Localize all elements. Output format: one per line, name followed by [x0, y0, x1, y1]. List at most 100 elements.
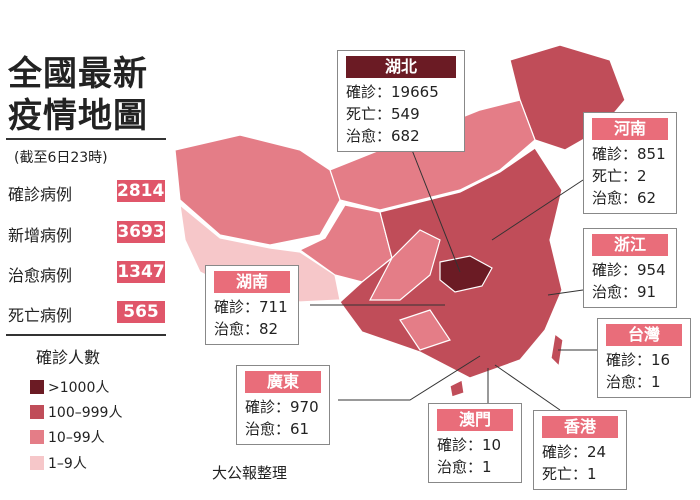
region-box: 廣東 確診：970 治愈：61 [236, 365, 330, 445]
leader-line [494, 364, 561, 411]
region-row: 治愈：61 [245, 418, 321, 440]
legend-label: 1–9人 [48, 456, 87, 472]
stat-label: 死亡病例 [8, 306, 73, 325]
row-label: 死亡： [592, 167, 638, 185]
row-value: 1 [482, 458, 492, 476]
stat-value: 28140 [117, 180, 177, 202]
region-name: 河南 [592, 118, 668, 140]
region-row: 確診：10 [437, 434, 513, 456]
row-value: 24 [587, 443, 607, 461]
row-value: 16 [651, 351, 671, 369]
stat-label: 治愈病例 [8, 266, 73, 285]
region-row: 治愈：1 [437, 456, 513, 478]
region-name: 湖南 [214, 271, 290, 293]
subtitle: (截至6日23時) [14, 150, 108, 166]
region-row: 治愈：91 [592, 281, 668, 303]
row-label: 確診： [542, 443, 588, 461]
leader-line [338, 355, 481, 401]
row-value: 1 [651, 373, 661, 391]
row-value: 682 [391, 127, 420, 145]
row-value: 711 [259, 298, 288, 316]
region-row: 確診：19665 [346, 81, 456, 103]
region-row: 治愈：62 [592, 187, 668, 209]
row-label: 治愈： [214, 320, 260, 338]
region-row: 死亡：2 [592, 165, 668, 187]
legend-label: >1000人 [48, 380, 110, 396]
row-label: 死亡： [346, 105, 392, 123]
legend-swatch [30, 405, 44, 419]
rule [6, 138, 166, 140]
row-label: 治愈： [592, 189, 638, 207]
row-label: 治愈： [606, 373, 652, 391]
region-row: 確診：954 [592, 259, 668, 281]
region-name: 台灣 [606, 324, 682, 346]
leader-line [411, 149, 461, 273]
region-name: 香港 [542, 416, 618, 438]
row-label: 治愈： [437, 458, 483, 476]
region-box: 台灣 確診：16 治愈：1 [597, 318, 691, 398]
legend-label: 10–99人 [48, 430, 105, 446]
row-label: 治愈： [245, 420, 291, 438]
title-line: 全國最新 [8, 54, 148, 94]
province [439, 255, 493, 293]
row-label: 死亡： [542, 465, 588, 483]
legend-label: 100–999人 [48, 405, 123, 421]
region-row: 死亡：549 [346, 103, 456, 125]
province [369, 229, 441, 301]
leader-lines [310, 149, 597, 411]
leader-line [547, 289, 584, 296]
province [174, 134, 341, 246]
row-value: 62 [637, 189, 657, 207]
stat-value: 3693 [117, 221, 165, 243]
region-name: 湖北 [346, 56, 456, 78]
row-value: 851 [637, 145, 666, 163]
region-row: 確診：851 [592, 143, 668, 165]
row-value: 1 [587, 465, 597, 483]
row-label: 確診： [606, 351, 652, 369]
region-box: 湖北 確診：19665 死亡：549 治愈：682 [337, 50, 465, 152]
region-row: 治愈：1 [606, 371, 682, 393]
row-value: 91 [637, 283, 657, 301]
region-name: 澳門 [437, 409, 513, 431]
region-box: 澳門 確診：10 治愈：1 [428, 403, 522, 483]
region-row: 確診：711 [214, 296, 290, 318]
row-label: 治愈： [592, 283, 638, 301]
provinces [174, 44, 626, 398]
row-label: 確診： [592, 261, 638, 279]
row-value: 970 [290, 398, 319, 416]
row-value: 19665 [391, 83, 439, 101]
legend-swatch [30, 380, 44, 394]
region-row: 死亡：1 [542, 463, 618, 485]
region-box: 香港 確診：24 死亡：1 [533, 410, 627, 490]
row-value: 61 [290, 420, 310, 438]
row-value: 10 [482, 436, 502, 454]
legend-title: 確診人數 [36, 348, 101, 367]
rule [6, 334, 166, 336]
row-value: 2 [637, 167, 647, 185]
region-box: 浙江 確診：954 治愈：91 [583, 228, 677, 308]
region-row: 確診：16 [606, 349, 682, 371]
province [399, 309, 451, 351]
province [550, 332, 564, 368]
region-box: 湖南 確診：711 治愈：82 [205, 265, 299, 345]
region-row: 確診：970 [245, 396, 321, 418]
row-label: 確診： [214, 298, 260, 316]
stat-value: 1347 [117, 261, 165, 283]
region-row: 治愈：682 [346, 125, 456, 147]
row-label: 確診： [245, 398, 291, 416]
row-value: 82 [259, 320, 279, 338]
region-row: 治愈：82 [214, 318, 290, 340]
stat-label: 新增病例 [8, 226, 73, 245]
row-label: 治愈： [346, 127, 392, 145]
region-box: 河南 確診：851 死亡：2 治愈：62 [583, 112, 677, 214]
stat-label: 確診病例 [8, 185, 73, 204]
row-value: 954 [637, 261, 666, 279]
legend-swatch [30, 430, 44, 444]
stat-value: 565 [117, 301, 165, 323]
row-label: 確診： [346, 83, 392, 101]
region-row: 確診：24 [542, 441, 618, 463]
region-name: 廣東 [245, 371, 321, 393]
legend-swatch [30, 456, 44, 470]
